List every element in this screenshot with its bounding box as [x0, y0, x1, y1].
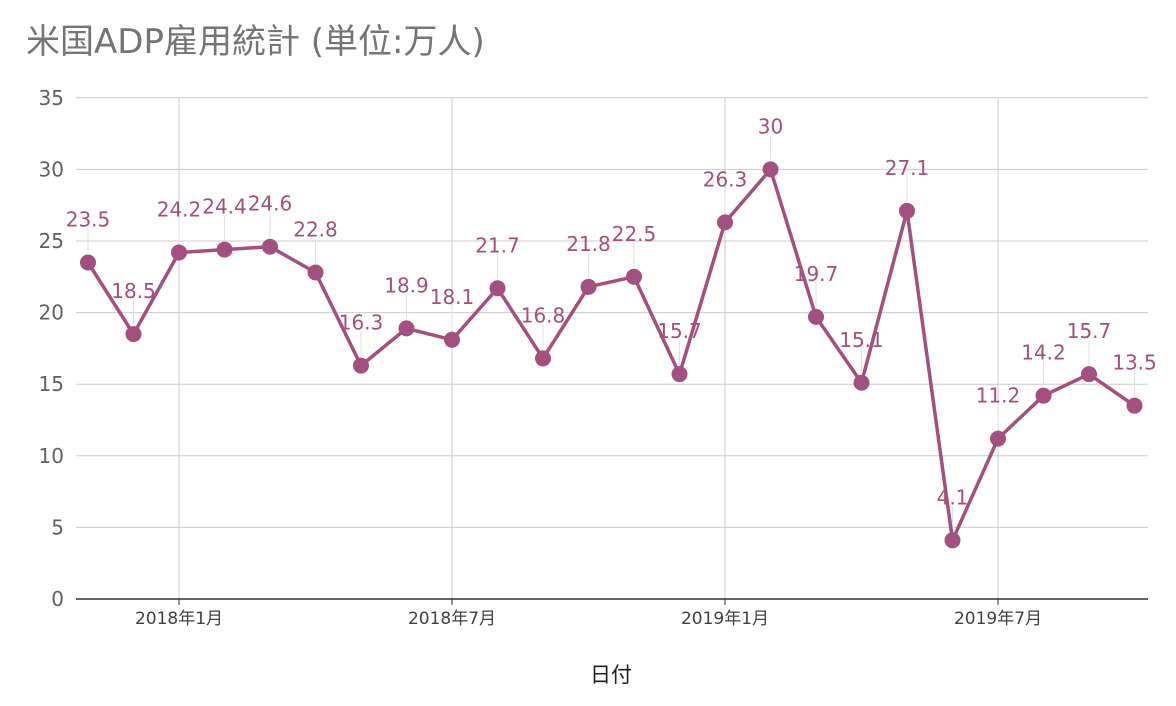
x-tick-label: 2019年7月 [954, 609, 1042, 629]
data-label: 22.5 [612, 222, 657, 246]
data-label: 23.5 [66, 207, 111, 231]
data-point [899, 202, 915, 219]
y-tick-label: 5 [51, 515, 64, 539]
y-tick-label: 20 [39, 301, 64, 325]
data-label: 21.8 [566, 232, 611, 256]
data-point [853, 374, 870, 391]
data-point [762, 161, 779, 178]
y-tick-label: 25 [39, 229, 64, 253]
x-axis-ticks: 2018年1月 2018年7月 2019年1月 2019年7月 [135, 599, 1042, 629]
data-label: 21.7 [475, 233, 520, 257]
data-labels: 23.5 18.5 24.2 24.4 24.622.8 16.318.9 18.1 21.7… [66, 114, 1157, 509]
x-tick-label: 2018年1月 [135, 609, 223, 629]
data-point [444, 331, 460, 348]
data-label: 30 [758, 114, 783, 138]
data-point [535, 350, 551, 367]
data-point [626, 268, 642, 285]
data-point [1081, 366, 1097, 383]
data-label: 19.7 [794, 262, 839, 286]
x-axis-title: 日付 [590, 663, 632, 687]
data-point [580, 278, 597, 295]
data-label: 26.3 [703, 167, 748, 191]
data-label: 16.8 [521, 303, 566, 327]
data-label: 15.1 [839, 328, 884, 352]
data-point [1035, 387, 1052, 404]
x-tick-label: 2019年1月 [681, 609, 769, 629]
data-point [216, 241, 233, 258]
data-label: 15.7 [1067, 319, 1112, 343]
grid-lines [76, 97, 1148, 600]
chart-title: 米国ADP雇用統計 (単位:万人) [26, 22, 485, 62]
data-point [125, 326, 142, 343]
data-point [398, 320, 415, 337]
y-tick-label: 35 [39, 86, 64, 110]
data-label: 13.5 [1112, 351, 1157, 375]
data-label: 11.2 [976, 384, 1021, 408]
y-axis-ticks: 0 5 10 15 20 25 30 35 [39, 86, 64, 611]
data-label: 24.6 [248, 192, 293, 216]
data-label: 22.8 [293, 218, 338, 242]
data-point [944, 532, 961, 549]
data-label: 24.4 [202, 195, 247, 219]
data-point [1126, 397, 1143, 414]
data-point [671, 366, 688, 383]
y-tick-label: 15 [39, 372, 64, 396]
data-point [171, 244, 187, 261]
y-tick-label: 10 [39, 444, 64, 468]
x-tick-label: 2018年7月 [408, 609, 496, 629]
y-tick-label: 0 [51, 587, 64, 611]
data-label: 24.2 [157, 197, 202, 221]
data-label: 15.7 [657, 319, 702, 343]
label-leader-lines [87, 135, 1135, 531]
data-point [353, 357, 369, 374]
data-point [808, 308, 824, 325]
data-points [80, 161, 1143, 549]
data-label: 27.1 [885, 156, 930, 180]
data-point [489, 280, 506, 297]
data-label: 18.9 [384, 273, 429, 297]
data-point [990, 430, 1006, 447]
data-point [717, 214, 733, 231]
data-label: 14.2 [1021, 341, 1066, 365]
data-point [262, 238, 278, 255]
data-label: 16.3 [339, 311, 384, 335]
data-point [307, 264, 324, 281]
data-label: 4.1 [937, 485, 969, 509]
data-point [80, 254, 96, 271]
y-tick-label: 30 [39, 157, 64, 181]
data-label: 18.1 [430, 285, 475, 309]
data-label: 18.5 [111, 279, 156, 303]
